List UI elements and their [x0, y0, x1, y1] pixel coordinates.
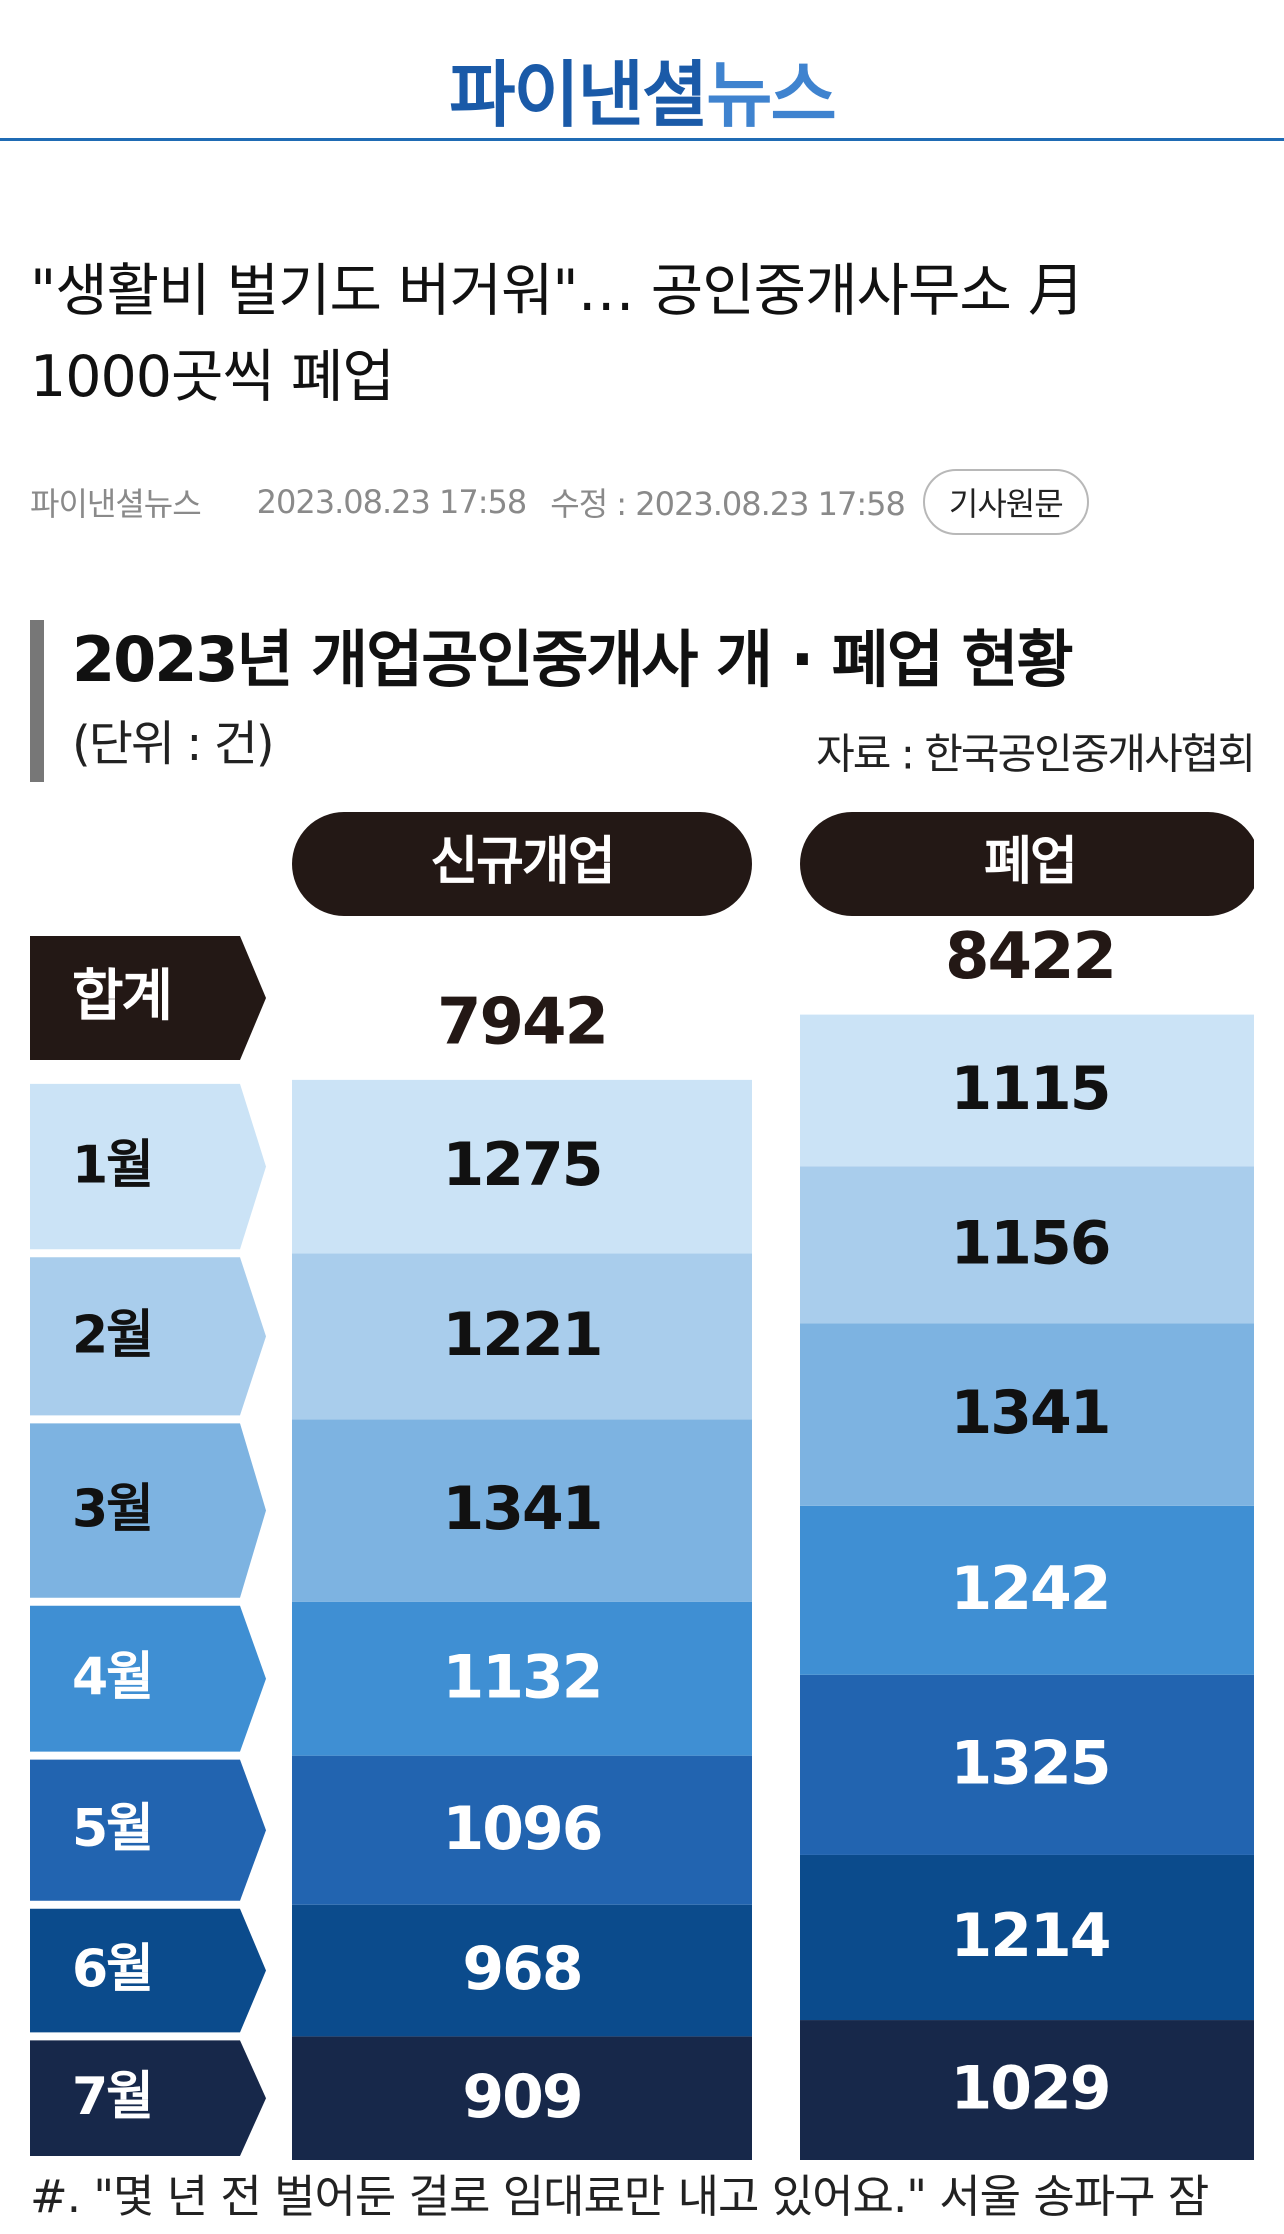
site-header: 파이낸셜뉴스: [0, 0, 1284, 141]
bar-segment: [292, 1079, 752, 1254]
bar-segment: [800, 1854, 1254, 2021]
bar-value-label: 1115: [951, 1054, 1110, 1124]
total-arrow: [30, 936, 266, 1060]
title-bar: [30, 620, 44, 782]
series-header-label: 폐업: [984, 832, 1076, 892]
month-label: 2월: [72, 1305, 152, 1365]
month-label: 6월: [72, 1940, 152, 2000]
bar-segment: [800, 1323, 1254, 1506]
series-header-label: 신규개업: [430, 832, 613, 892]
article-meta: 파이낸셜뉴스 2023.08.23 17:58 수정 : 2023.08.23 …: [30, 469, 1089, 535]
month-arrow: [30, 1605, 266, 1752]
chart-unit: (단위 : 건): [72, 716, 273, 772]
month-label: 3월: [72, 1480, 152, 1540]
bar-value-label: 1132: [443, 1642, 602, 1712]
bar-value-label: 1341: [951, 1378, 1110, 1448]
chart-svg: 2023년 개업공인중개사 개 · 폐업 현황 (단위 : 건) 자료 : 한국공인…: [30, 620, 1254, 2160]
headline-line2: 1000곳씩 폐업: [30, 344, 395, 410]
chart-source: 자료 : 한국공인중개사협회: [816, 730, 1254, 779]
chart-figure: 2023년 개업공인중개사 개 · 폐업 현황 (단위 : 건) 자료 : 한국공인…: [30, 620, 1254, 2160]
month-arrow: [30, 1257, 266, 1416]
logo-part1: 파이낸셜: [449, 53, 708, 137]
site-logo[interactable]: 파이낸셜뉴스: [0, 36, 1284, 141]
modified-date: 수정 : 2023.08.23 17:58: [550, 485, 906, 523]
month-label: 5월: [72, 1799, 152, 1859]
total-value-label: 7942: [437, 985, 607, 1059]
bar-value-label: 1029: [951, 2054, 1110, 2124]
chart-title: 2023년 개업공인중개사 개 · 폐업 현황: [72, 623, 1073, 696]
bar-segment: [800, 1505, 1254, 1675]
bar-value-label: 1221: [443, 1300, 602, 1370]
month-arrow: [30, 1759, 266, 1901]
article-headline: "생활비 벌기도 버거워"… 공인중개사무소 月 1000곳씩 폐업: [30, 248, 1260, 420]
month-arrow: [30, 1423, 266, 1598]
bar-value-label: 1325: [951, 1728, 1110, 1798]
month-arrow: [30, 1083, 266, 1250]
month-label: 4월: [72, 1648, 152, 1708]
original-article-button[interactable]: 기사원문: [922, 469, 1089, 535]
published-date: 2023.08.23 17:58: [256, 483, 528, 521]
series-header-pill: [800, 812, 1254, 916]
bar-segment: [800, 1014, 1254, 1167]
bar-value-label: 1156: [951, 1208, 1110, 1278]
total-value-label: 8422: [945, 920, 1115, 994]
bar-segment: [292, 1601, 752, 1756]
series-header-pill: [292, 812, 752, 916]
bar-value-label: 968: [462, 1934, 581, 2004]
bar-segment: [292, 1419, 752, 1602]
bar-value-label: 1242: [951, 1554, 1110, 1624]
bar-segment: [800, 2020, 1254, 2160]
bar-value-label: 1214: [951, 1901, 1110, 1971]
month-arrow: [30, 2040, 266, 2156]
bar-segment: [292, 1904, 752, 2037]
bar-segment: [800, 1674, 1254, 1855]
total-label: 합계: [72, 964, 171, 1029]
bar-value-label: 1275: [443, 1130, 602, 1200]
logo-part2: 뉴스: [706, 53, 836, 137]
bar-segment: [800, 1166, 1254, 1324]
bar-segment: [292, 1755, 752, 1905]
article-source: 파이낸셜뉴스: [30, 485, 202, 523]
article-caption: #. "몇 년 전 벌어둔 걸로 임대료만 내고 있어요." 서울 송파구 잠: [30, 2170, 1209, 2223]
bar-value-label: 1341: [443, 1474, 602, 1544]
month-arrow: [30, 1908, 266, 2033]
bar-value-label: 909: [462, 2062, 581, 2132]
bar-value-label: 1096: [443, 1794, 602, 1864]
headline-line1: "생활비 벌기도 버거워"… 공인중개사무소 月: [30, 258, 1085, 324]
month-label: 1월: [72, 1136, 152, 1196]
month-label: 7월: [72, 2067, 152, 2127]
bar-segment: [292, 1253, 752, 1420]
bar-segment: [292, 2036, 752, 2160]
